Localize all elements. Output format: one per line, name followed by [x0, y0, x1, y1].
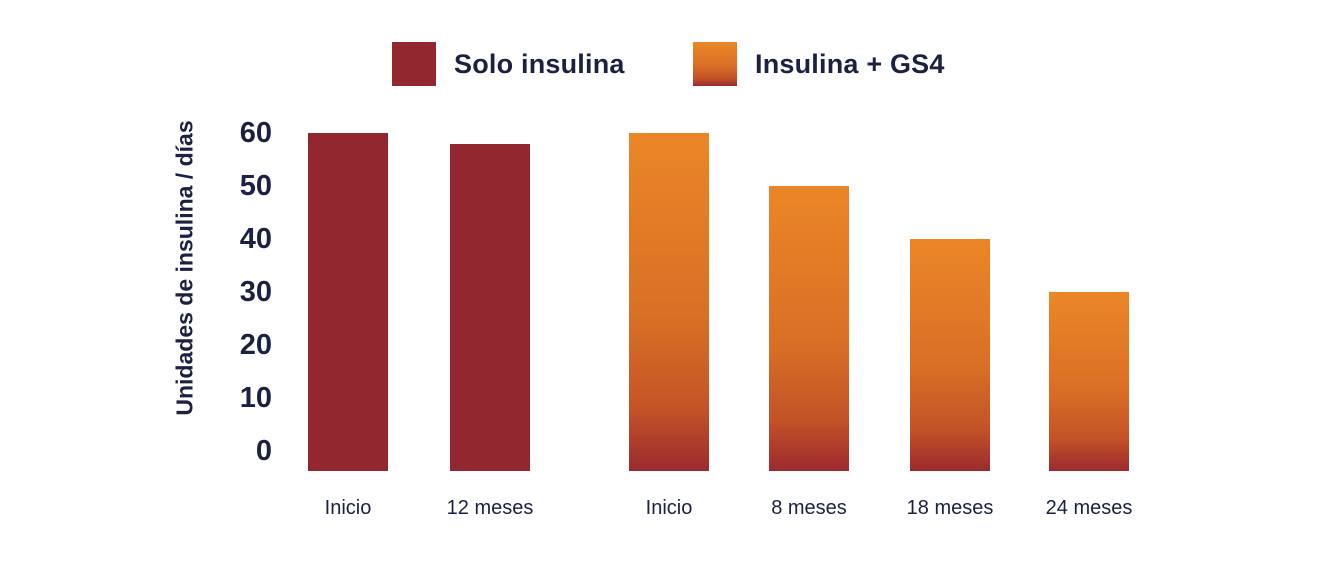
x-axis-label-insulina-gs4-8-meses: 8 meses [771, 497, 847, 519]
y-tick-label-0: 0 [255, 435, 272, 467]
legend-label-insulina-gs4: Insulina + GS4 [755, 48, 945, 79]
x-axis-label-insulina-gs4-inicio: Inicio [645, 497, 693, 519]
y-tick-label-50: 50 [239, 170, 272, 202]
x-axis-label-solo-insulina-inicio: Inicio [324, 497, 372, 519]
legend-item-solo-insulina: Solo insulina [392, 42, 625, 86]
bar-insulina-gs4-18-meses [910, 239, 990, 471]
bar-insulina-gs4-24-meses [1049, 292, 1129, 471]
bar-insulina-gs4-inicio [629, 133, 709, 471]
x-axis-label-solo-insulina-12-meses: 12 meses [446, 497, 534, 519]
legend-label-solo-insulina: Solo insulina [454, 48, 625, 79]
bar-insulina-gs4-8-meses [769, 186, 849, 471]
x-axis-label-insulina-gs4-18-meses: 18 meses [906, 497, 994, 519]
y-tick-label-40: 40 [239, 223, 272, 255]
y-tick-label-10: 10 [239, 382, 272, 414]
y-tick-label-60: 60 [239, 117, 272, 149]
y-tick-label-30: 30 [239, 276, 272, 308]
y-tick-label-20: 20 [239, 329, 272, 361]
legend-item-insulina-gs4: Insulina + GS4 [693, 42, 945, 86]
x-axis-label-insulina-gs4-24-meses: 24 meses [1045, 497, 1133, 519]
bar-solo-insulina-12-meses [450, 143, 530, 471]
legend-swatch-solo-insulina [392, 42, 436, 86]
chart-legend: Solo insulina Insulina + GS4 [0, 0, 1320, 100]
legend-swatch-insulina-gs4 [693, 42, 737, 86]
bar-solo-insulina-inicio [308, 133, 388, 471]
